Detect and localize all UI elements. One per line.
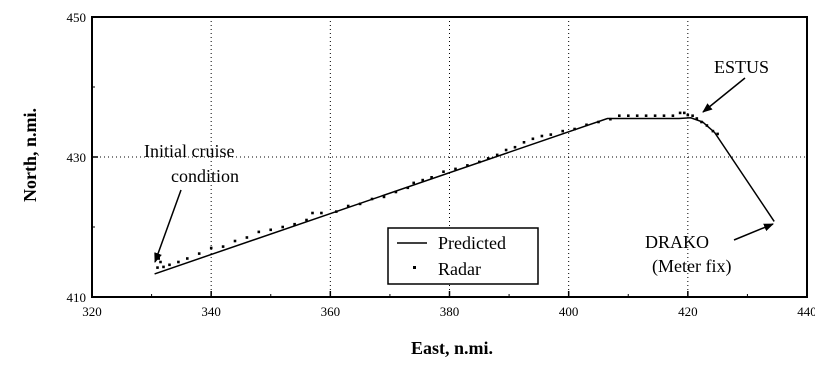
radar-point [662, 114, 666, 117]
x-tick-label-320: 320 [82, 304, 102, 319]
x-tick-label-400: 400 [559, 304, 579, 319]
radar-point [573, 127, 576, 131]
radar-point [186, 257, 189, 260]
radar-point [695, 117, 699, 120]
annotation-drako-line1: DRAKO [645, 232, 709, 252]
radar-point [700, 120, 703, 124]
radar-point [671, 114, 675, 117]
radar-point [157, 257, 160, 260]
series-predicted-line [154, 117, 775, 275]
x-tick-label-440: 440 [797, 304, 815, 319]
radar-point [522, 141, 526, 144]
radar-point [370, 197, 374, 201]
annotation-drako-line2: (Meter fix) [652, 256, 731, 277]
x-tick-label-420: 420 [678, 304, 698, 319]
y-tick-label-430: 430 [67, 150, 87, 165]
radar-point [705, 124, 709, 127]
radar-point [335, 210, 338, 213]
radar-point [531, 137, 535, 141]
radar-point [209, 246, 213, 250]
plot-series [154, 111, 775, 275]
legend-box [387, 227, 539, 285]
radar-point [454, 167, 457, 171]
radar-point [716, 132, 719, 136]
radar-point [597, 120, 600, 124]
radar-point [495, 153, 499, 157]
radar-point [281, 225, 284, 229]
legend-dot-swatch [413, 266, 416, 269]
annotation-drako: DRAKO (Meter fix) [645, 223, 774, 277]
radar-point [257, 230, 261, 234]
radar-point [406, 186, 410, 190]
radar-point [466, 164, 469, 167]
radar-point [513, 145, 517, 149]
y-axis-label: North, n.mi. [20, 108, 40, 202]
grid [92, 17, 807, 297]
radar-point [293, 222, 296, 226]
annotation-estus-label: ESTUS [714, 57, 769, 77]
annotation-initial-cruise-arrow [154, 189, 182, 263]
radar-point [711, 129, 715, 133]
radar-point [305, 218, 308, 222]
x-axis-label: East, n.mi. [411, 338, 493, 358]
plot-frame [91, 16, 808, 298]
x-tick-label-340: 340 [201, 304, 221, 319]
radar-point [540, 134, 544, 138]
radar-point [504, 148, 508, 152]
annotation-estus-arrow [702, 77, 746, 113]
radar-point [653, 114, 657, 117]
radar-point [358, 202, 362, 206]
radar-point [635, 114, 639, 117]
radar-point [585, 123, 588, 127]
annotation-drako-arrow [733, 223, 774, 241]
x-tick-label-380: 380 [440, 304, 460, 319]
y-tick-label-410: 410 [67, 290, 87, 305]
radar-point [609, 117, 612, 121]
radar-point [644, 114, 648, 117]
radar-point [156, 266, 159, 269]
radar-point [442, 170, 445, 173]
radar-point [412, 181, 415, 185]
x-tick-label-360: 360 [321, 304, 341, 319]
radar-point [233, 239, 237, 243]
annotation-initial-cruise-line2: condition [171, 166, 239, 186]
radar-point [478, 160, 481, 164]
legend: Predicted Radar [387, 227, 539, 285]
radar-point [678, 111, 682, 115]
legend-label-predicted: Predicted [438, 233, 506, 253]
radar-point [394, 190, 398, 194]
radar-point [346, 204, 350, 208]
radar-point [691, 114, 694, 117]
radar-point [382, 195, 386, 199]
radar-point [221, 245, 225, 248]
radar-point [162, 265, 165, 269]
legend-label-radar: Radar [438, 259, 481, 279]
radar-point [320, 211, 323, 215]
y-tick-label-450: 450 [67, 10, 87, 25]
radar-point [245, 236, 249, 239]
annotation-initial-cruise-line1: Initial cruise [144, 141, 234, 161]
radar-point [311, 211, 314, 215]
radar-point [686, 113, 690, 117]
radar-point [269, 228, 272, 232]
radar-point [168, 263, 171, 267]
radar-point [618, 114, 621, 117]
radar-point [561, 129, 564, 133]
annotation-initial-cruise: Initial cruise condition [144, 141, 239, 263]
radar-point [683, 111, 686, 115]
radar-point [627, 114, 630, 117]
annotation-estus: ESTUS [702, 57, 769, 113]
tick-labels: 320 340 360 380 400 420 440 410 430 450 [67, 10, 815, 319]
radar-point [486, 157, 490, 160]
radar-point [197, 252, 201, 255]
radar-point [549, 133, 553, 136]
radar-point [177, 260, 180, 264]
radar-point [421, 178, 424, 182]
radar-point [159, 260, 162, 264]
radar-point [430, 176, 433, 179]
